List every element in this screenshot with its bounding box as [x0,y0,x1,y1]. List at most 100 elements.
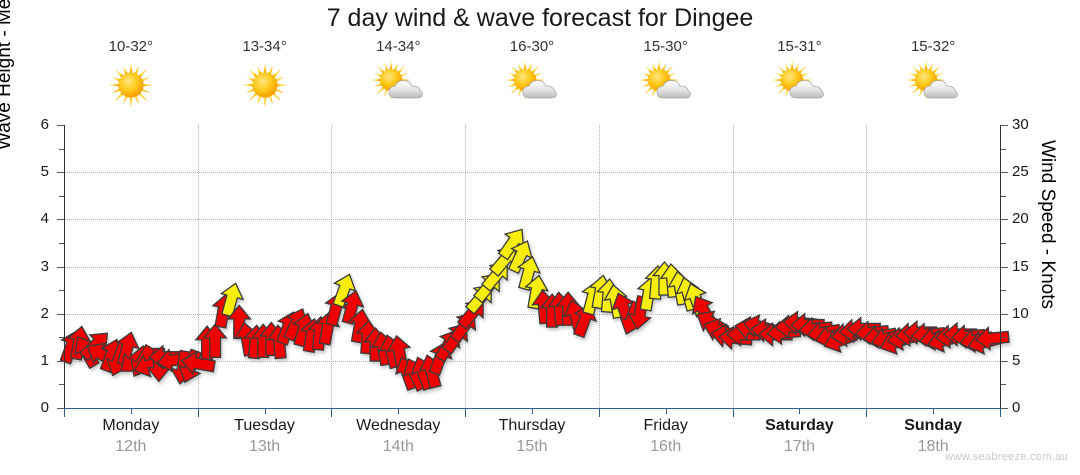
day-name: Monday [102,417,160,434]
axis-tick [1001,148,1006,150]
wind-arrow [226,304,252,340]
axis-tick-label: 15 [1012,257,1029,275]
temperature-range: 15-31° [777,38,822,55]
axis-tick [57,313,64,315]
wind-arrow [340,289,365,326]
day-divider [598,125,600,408]
day-footer-monday: Monday 12th [64,415,198,465]
day-date: 18th [917,438,949,455]
gridline [64,313,1000,315]
temperature-range: 16-30° [509,38,555,55]
day-header-friday: 15-30° [599,38,733,123]
axis-tick [59,290,64,292]
day-footer-thursday: Thursday 15th [465,415,599,465]
temperature-range: 14-34° [376,38,421,55]
x-axis-tick [264,409,266,414]
wind-arrow [202,323,228,358]
day-divider [732,125,734,408]
x-axis-tick [465,409,467,417]
temperature-range: 15-32° [910,38,956,55]
day-footer-wednesday: Wednesday 14th [331,415,465,465]
day-date: 12th [115,438,147,455]
gridline [64,172,1000,174]
day-footer-sunday: Sunday 18th [866,415,1000,465]
x-axis-tick [331,409,333,417]
axis-tick [57,172,64,174]
x-axis-tick [665,409,667,414]
day-header-thursday: 16-30° [465,38,599,123]
wind-arrow [180,350,216,376]
day-footer-friday: Friday 16th [599,415,733,465]
day-header-saturday: 15-31° [733,38,867,123]
wind-arrow [219,282,245,318]
day-header-monday: 10-32° [64,38,198,123]
x-axis-tick [598,409,600,417]
axis-tick [1001,195,1006,197]
axis-tick [1001,337,1006,339]
day-name: Friday [643,417,688,434]
axis-tick-label: 0 [1012,399,1021,416]
axis-tick-label: 5 [1012,351,1021,369]
day-date: 13th [248,438,281,455]
axis-line [1000,125,1001,408]
partly-cloudy-icon [635,58,697,112]
axis-tick-label: 25 [1012,163,1029,181]
axis-tick-label: 2 [40,304,49,322]
wind-arrows-layer [59,228,1010,393]
day-name: Tuesday [234,417,295,434]
wind-arrow [524,274,550,310]
temperature-range: 13-34° [242,38,287,55]
gridline [64,360,1000,362]
axis-tick-label: 5 [40,163,49,181]
left-axis-title: Wave Height - Metres [0,0,15,150]
x-axis-tick [532,409,533,414]
axis-tick-label: 0 [40,399,49,416]
wind-arrow [332,273,357,309]
day-footer-saturday: Saturday 17th [733,415,867,465]
day-divider [331,125,333,408]
day-header-tuesday: 13-34° [198,38,332,123]
day-divider [197,125,199,408]
sunny-icon [234,58,296,112]
axis-tick [1001,242,1006,244]
forecast-plot [59,125,1010,408]
axis-tick-label: 4 [40,210,49,228]
axis-tick [57,266,64,268]
axis-tick-label: 10 [1012,304,1029,322]
axis-tick [1001,313,1008,315]
x-axis-tick [398,409,400,414]
gridline [64,219,1000,221]
axis-tick [1001,172,1008,174]
watermark: www.seabreeze.com.au [945,451,1068,463]
x-axis-tick [933,409,935,414]
x-axis-tick [197,409,199,417]
partly-cloudy-icon [367,58,429,112]
axis-tick [1001,290,1006,292]
axis-tick [57,408,64,409]
axis-tick-label: 3 [40,257,49,275]
day-header-sunday: 15-32° [866,38,1000,123]
x-axis-tick [732,409,734,417]
axis-tick [1001,219,1008,221]
page-title: 7 day wind & wave forecast for Dingee [326,4,754,32]
axis-tick [59,195,64,197]
axis-tick [57,125,64,126]
partly-cloudy-icon [768,58,830,112]
x-axis-tick [64,409,65,417]
wind-arrows-group [59,228,1010,393]
axis-tick [57,360,64,362]
axis-tick-label: 1 [40,351,49,369]
partly-cloudy-icon [902,58,964,112]
x-axis-tick [799,409,801,414]
axis-tick [1001,125,1008,126]
x-axis-tick [866,409,868,417]
x-axis-tick [130,409,132,414]
day-name: Thursday [498,417,566,434]
day-header-wednesday: 14-34° [331,38,465,123]
axis-tick [1001,408,1008,409]
day-name: Wednesday [356,417,441,434]
partly-cloudy-icon [501,58,563,112]
day-footer-tuesday: Tuesday 13th [198,415,332,465]
axis-tick [59,337,64,339]
sunny-icon [100,58,162,112]
